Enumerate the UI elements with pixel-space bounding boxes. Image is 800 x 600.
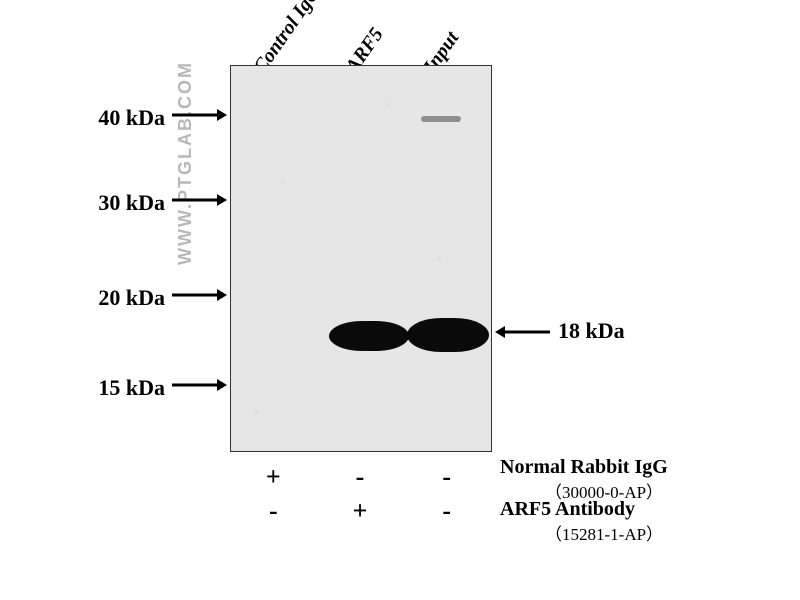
mw-40: 40 kDa [55,105,165,131]
mw-20-arrow [172,283,227,313]
label-normal-igg: Normal Rabbit IgG [500,456,668,479]
mw-15-arrow [172,373,227,403]
target-arrow [495,320,550,350]
matrix-cell: + [230,464,317,490]
matrix-row-igg: + - - [230,460,490,494]
watermark: WWW.PTGLAB.COM [175,61,196,265]
blot-membrane [230,65,492,452]
matrix-cell: - [230,498,317,524]
mw-15: 15 kDa [55,375,165,401]
matrix-cell: - [317,464,404,490]
matrix-cell: - [403,498,490,524]
antibody-matrix: + - - - + - [230,460,490,528]
target-18kda: 18 kDa [558,318,625,344]
blot-noise [231,66,491,451]
mw-30-arrow [172,188,227,218]
label-arf5-ab-cat: （15281-1-AP） [545,520,663,545]
matrix-row-arf5: - + - [230,494,490,528]
faint-band [421,116,461,122]
figure-container: Control IgG ARF5 Input WWW.PTGLAB.COM 40… [0,0,800,600]
mw-20: 20 kDa [55,285,165,311]
label-arf5-ab: ARF5 Antibody [500,498,635,521]
matrix-cell: - [403,464,490,490]
mw-40-arrow [172,103,227,133]
mw-30: 30 kDa [55,190,165,216]
band-input [407,318,489,352]
matrix-cell: + [317,498,404,524]
band-arf5 [329,321,409,351]
